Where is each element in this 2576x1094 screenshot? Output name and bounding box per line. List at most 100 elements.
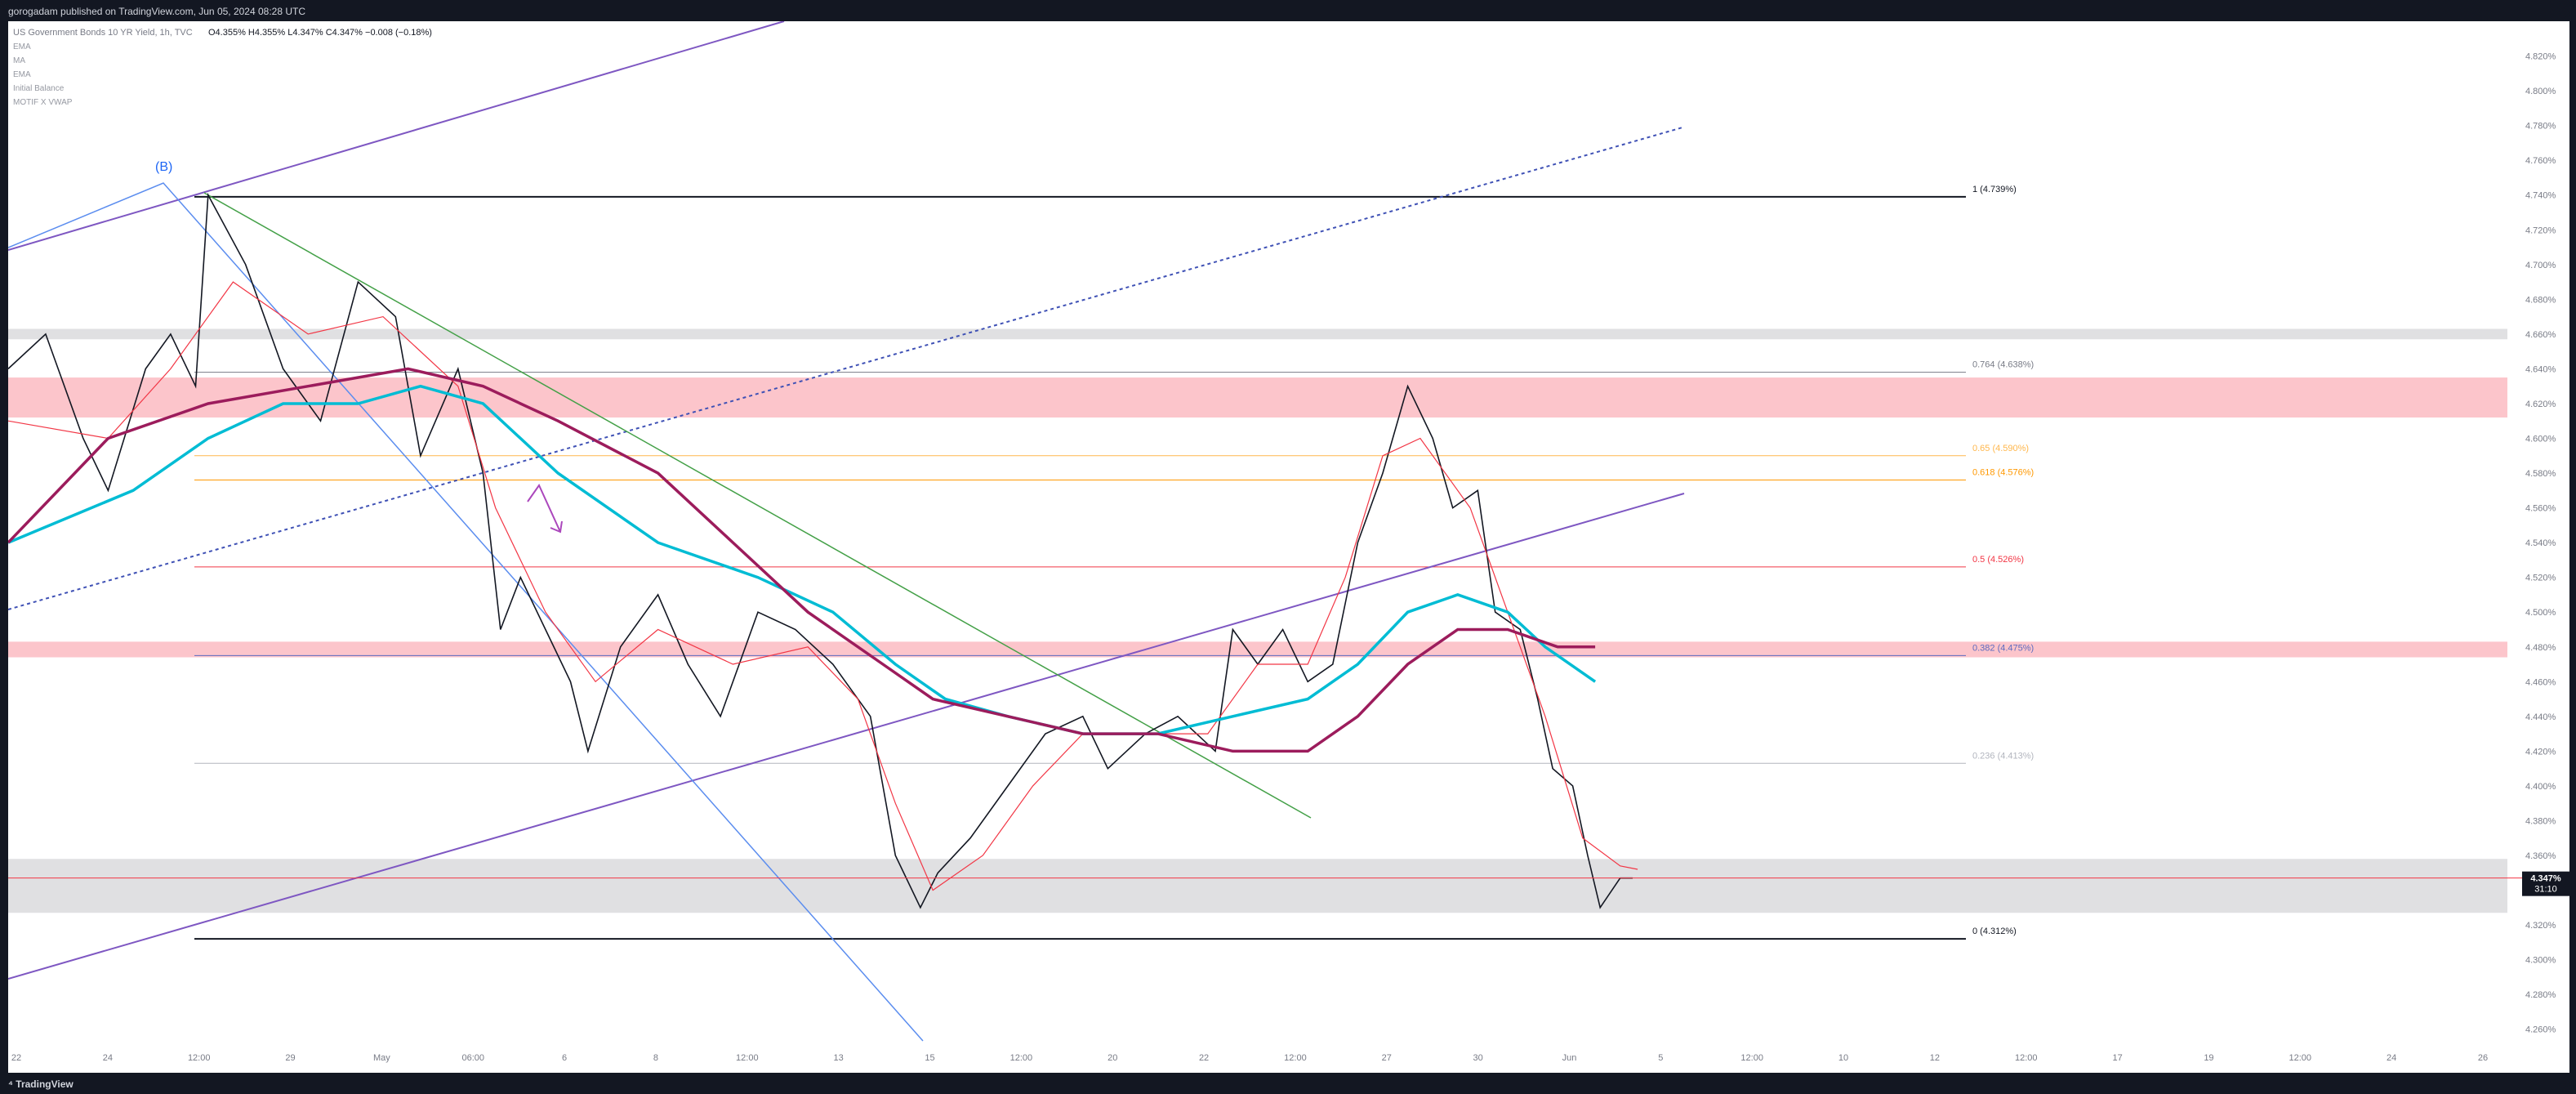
x-tick-20: 10 — [1838, 1053, 1848, 1063]
y-tick-17: 4.480% — [2525, 643, 2556, 653]
x-tick-2: 12:00 — [188, 1053, 211, 1063]
x-tick-0: 22 — [11, 1053, 21, 1063]
wave-b-line[interactable] — [8, 182, 924, 1042]
y-tick-4: 4.740% — [2525, 191, 2556, 201]
chart-area[interactable]: 1 (4.739%) 0.764 (4.638%) 0.65 (4.590%) 0.6… — [8, 21, 2569, 1073]
y-tick-5: 4.720% — [2525, 225, 2556, 235]
x-tick-10: 15 — [925, 1053, 934, 1063]
zone-0[interactable] — [8, 377, 2507, 418]
x-tick-1: 24 — [103, 1053, 113, 1063]
wave-label: (B) — [155, 160, 172, 174]
y-tick-22: 4.380% — [2525, 816, 2556, 826]
x-tick-18: 5 — [1658, 1053, 1663, 1063]
y-tick-23: 4.360% — [2525, 851, 2556, 861]
zone-1[interactable] — [8, 641, 2507, 658]
channel-mid-dotted-line[interactable] — [8, 127, 1683, 610]
x-tick-15: 27 — [1382, 1053, 1392, 1063]
y-tick-12: 4.580% — [2525, 469, 2556, 479]
x-tick-5: 06:00 — [461, 1053, 484, 1063]
y-tick-3: 4.760% — [2525, 156, 2556, 166]
y-tick-13: 4.560% — [2525, 504, 2556, 514]
x-tick-12: 20 — [1108, 1053, 1117, 1063]
legend-indicator-ma[interactable]: MA — [13, 56, 25, 65]
fibonacci-levels: 1 (4.739%) 0.764 (4.638%) 0.65 (4.590%) 0.6… — [194, 185, 2034, 940]
x-tick-11: 12:00 — [1010, 1053, 1033, 1063]
x-tick-26: 24 — [2387, 1053, 2396, 1063]
price-series — [8, 192, 1633, 909]
x-tick-23: 17 — [2112, 1053, 2122, 1063]
y-tick-6: 4.700% — [2525, 261, 2556, 270]
fib-label-5: 0.382 (4.475%) — [1972, 643, 2034, 653]
x-tick-19: 12:00 — [1740, 1053, 1763, 1063]
tradingview-logo[interactable]: ⁴ TradingView — [8, 1078, 74, 1090]
channel-lower-line[interactable] — [8, 493, 1685, 980]
fib-label-4: 0.5 (4.526%) — [1972, 555, 2024, 565]
legend-ohlc: O4.355% H4.355% L4.347% C4.347% −0.008 (… — [208, 28, 432, 38]
channel-upper-line[interactable] — [8, 21, 785, 251]
x-tick-4: May — [373, 1053, 390, 1063]
fib-label-7: 0 (4.312%) — [1972, 927, 2017, 936]
fib-label-1: 0.764 (4.638%) — [1972, 360, 2034, 370]
top-bar: gorogadam published on TradingView.com, … — [0, 0, 2576, 21]
y-tick-15: 4.520% — [2525, 574, 2556, 583]
y-tick-9: 4.640% — [2525, 364, 2556, 374]
fib-label-0: 1 (4.739%) — [1972, 185, 2017, 194]
x-tick-27: 26 — [2478, 1053, 2488, 1063]
x-tick-13: 22 — [1199, 1053, 1209, 1063]
y-tick-16: 4.500% — [2525, 608, 2556, 618]
y-tick-11: 4.600% — [2525, 435, 2556, 444]
x-tick-22: 12:00 — [2015, 1053, 2038, 1063]
y-tick-8: 4.660% — [2525, 330, 2556, 340]
footer-bar: ⁴ TradingView — [0, 1073, 2576, 1094]
legend-indicator-vwap[interactable]: MOTIF X VWAP — [13, 98, 73, 107]
y-tick-21: 4.400% — [2525, 782, 2556, 792]
arrow-annotation — [527, 483, 561, 533]
bar-countdown: 31:10 — [2534, 885, 2557, 895]
tradingview-logo-icon: ⁴ — [8, 1078, 13, 1090]
ma-slow-series — [8, 367, 1596, 753]
legend-symbol[interactable]: US Government Bonds 10 YR Yield, 1h, TVC — [13, 28, 193, 38]
y-tick-10: 4.620% — [2525, 400, 2556, 409]
legend-indicator-ema-1[interactable]: EMA — [13, 42, 31, 51]
y-tick-28: 4.260% — [2525, 1025, 2556, 1035]
x-tick-17: Jun — [1562, 1053, 1577, 1063]
last-price-label: 4.347% — [2530, 874, 2561, 884]
x-tick-7: 8 — [653, 1053, 658, 1063]
fib-label-3: 0.618 (4.576%) — [1972, 468, 2034, 478]
trend-drawings — [8, 21, 1685, 1042]
x-tick-14: 12:00 — [1284, 1053, 1307, 1063]
arrow-head — [550, 520, 563, 534]
x-tick-21: 12 — [1930, 1053, 1940, 1063]
y-tick-19: 4.440% — [2525, 712, 2556, 722]
time-axis[interactable]: 22 24 12:00 29 May 06:00 6 8 12:00 13 15 12:00 20 22 1… — [11, 1053, 2488, 1063]
y-tick-27: 4.280% — [2525, 990, 2556, 1000]
y-tick-14: 4.540% — [2525, 538, 2556, 548]
x-tick-25: 12:00 — [2289, 1053, 2312, 1063]
zones-layer — [8, 328, 2507, 913]
zone-2[interactable] — [8, 328, 2507, 340]
last-price-tag: 4.347% 31:10 — [2522, 871, 2569, 896]
x-tick-3: 29 — [285, 1053, 295, 1063]
y-tick-26: 4.300% — [2525, 956, 2556, 966]
y-tick-2: 4.780% — [2525, 122, 2556, 132]
price-chart[interactable]: 1 (4.739%) 0.764 (4.638%) 0.65 (4.590%) 0.6… — [8, 21, 2569, 1073]
ema-mid-series — [8, 384, 1597, 735]
y-tick-7: 4.680% — [2525, 295, 2556, 305]
brand-name: TradingView — [16, 1078, 74, 1090]
x-tick-8: 12:00 — [736, 1053, 759, 1063]
legend-indicator-ema-2[interactable]: EMA — [13, 70, 31, 79]
y-tick-25: 4.320% — [2525, 921, 2556, 931]
y-tick-1: 4.800% — [2525, 87, 2556, 96]
y-tick-0: 4.820% — [2525, 52, 2556, 62]
x-tick-9: 13 — [834, 1053, 844, 1063]
zone-3[interactable] — [8, 859, 2507, 913]
x-tick-6: 6 — [562, 1053, 567, 1063]
downtrend-line[interactable] — [203, 192, 1312, 819]
x-tick-24: 19 — [2204, 1053, 2213, 1063]
y-tick-18: 4.460% — [2525, 677, 2556, 687]
fib-label-2: 0.65 (4.590%) — [1972, 444, 2029, 453]
ema-fast-series — [8, 281, 1638, 891]
publisher-info: gorogadam published on TradingView.com, … — [8, 6, 306, 17]
legend-indicator-initial-balance[interactable]: Initial Balance — [13, 84, 65, 93]
chart-legend: US Government Bonds 10 YR Yield, 1h, TVC… — [13, 28, 432, 107]
